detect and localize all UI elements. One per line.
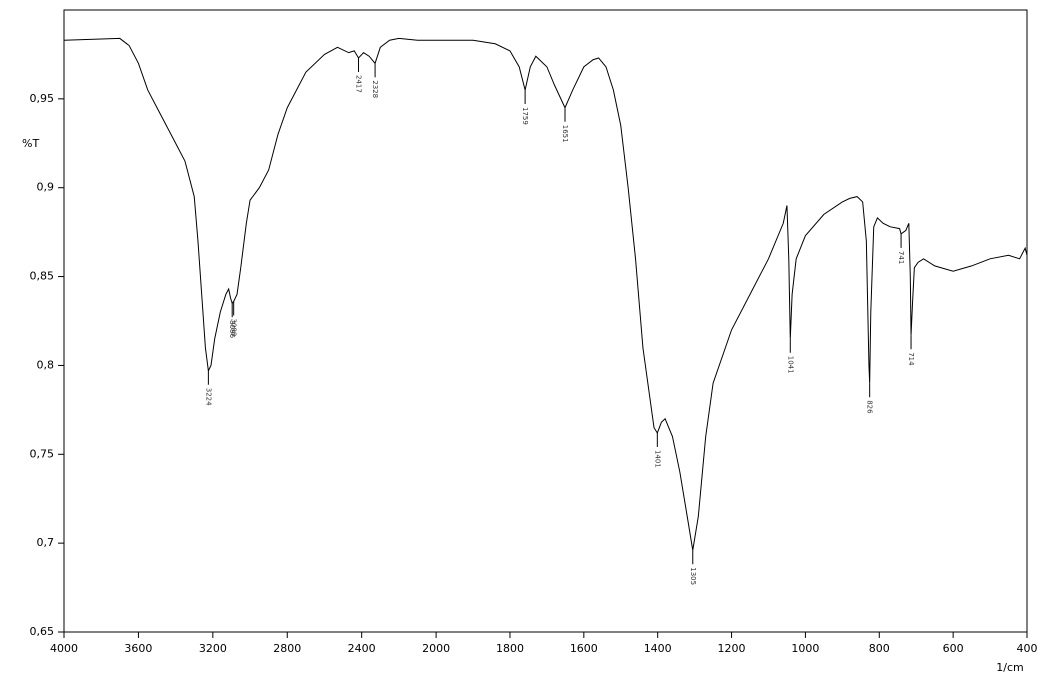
peak-label: 714 [907,352,915,366]
x-tick-label: 4000 [50,642,78,655]
peak-label: 1759 [521,107,529,125]
peak-label: 826 [866,400,874,414]
peak-label: 1651 [561,125,569,143]
peak-label: 3088 [230,318,238,336]
peak-label: 741 [897,251,905,264]
peak-label: 2328 [371,80,379,98]
x-tick-label: 600 [943,642,964,655]
x-tick-label: 800 [869,642,890,655]
peak-label: 2417 [355,75,363,93]
x-axis-label: 1/cm [996,661,1023,674]
y-tick-label: 0,8 [37,358,55,371]
peak-label: 1401 [653,450,661,468]
x-tick-label: 3200 [199,642,227,655]
x-tick-label: 1800 [496,642,524,655]
x-tick-label: 1000 [791,642,819,655]
x-tick-label: 1400 [644,642,672,655]
peak-label: 3096 [228,320,236,338]
plot-frame [63,9,1028,633]
y-tick-label: 0,65 [30,625,55,638]
x-tick-label: 400 [1017,642,1038,655]
spectrum-line [63,37,1028,551]
y-tick-label: 0,75 [30,447,55,460]
peak-label: 1305 [689,567,697,585]
x-tick-label: 1200 [718,642,746,655]
x-tick-label: 2000 [422,642,450,655]
peak-label: 1041 [786,356,794,374]
y-tick-label: 0,9 [37,181,55,194]
x-tick-label: 1600 [570,642,598,655]
x-tick-label: 2800 [273,642,301,655]
y-tick-label: 0,95 [30,92,55,105]
y-tick-label: 0,7 [37,536,55,549]
x-tick-label: 2400 [348,642,376,655]
y-tick-label: 0,85 [30,270,55,283]
peak-label: 3224 [204,388,212,406]
x-tick-label: 3600 [124,642,152,655]
y-axis-label: %T [22,137,39,150]
